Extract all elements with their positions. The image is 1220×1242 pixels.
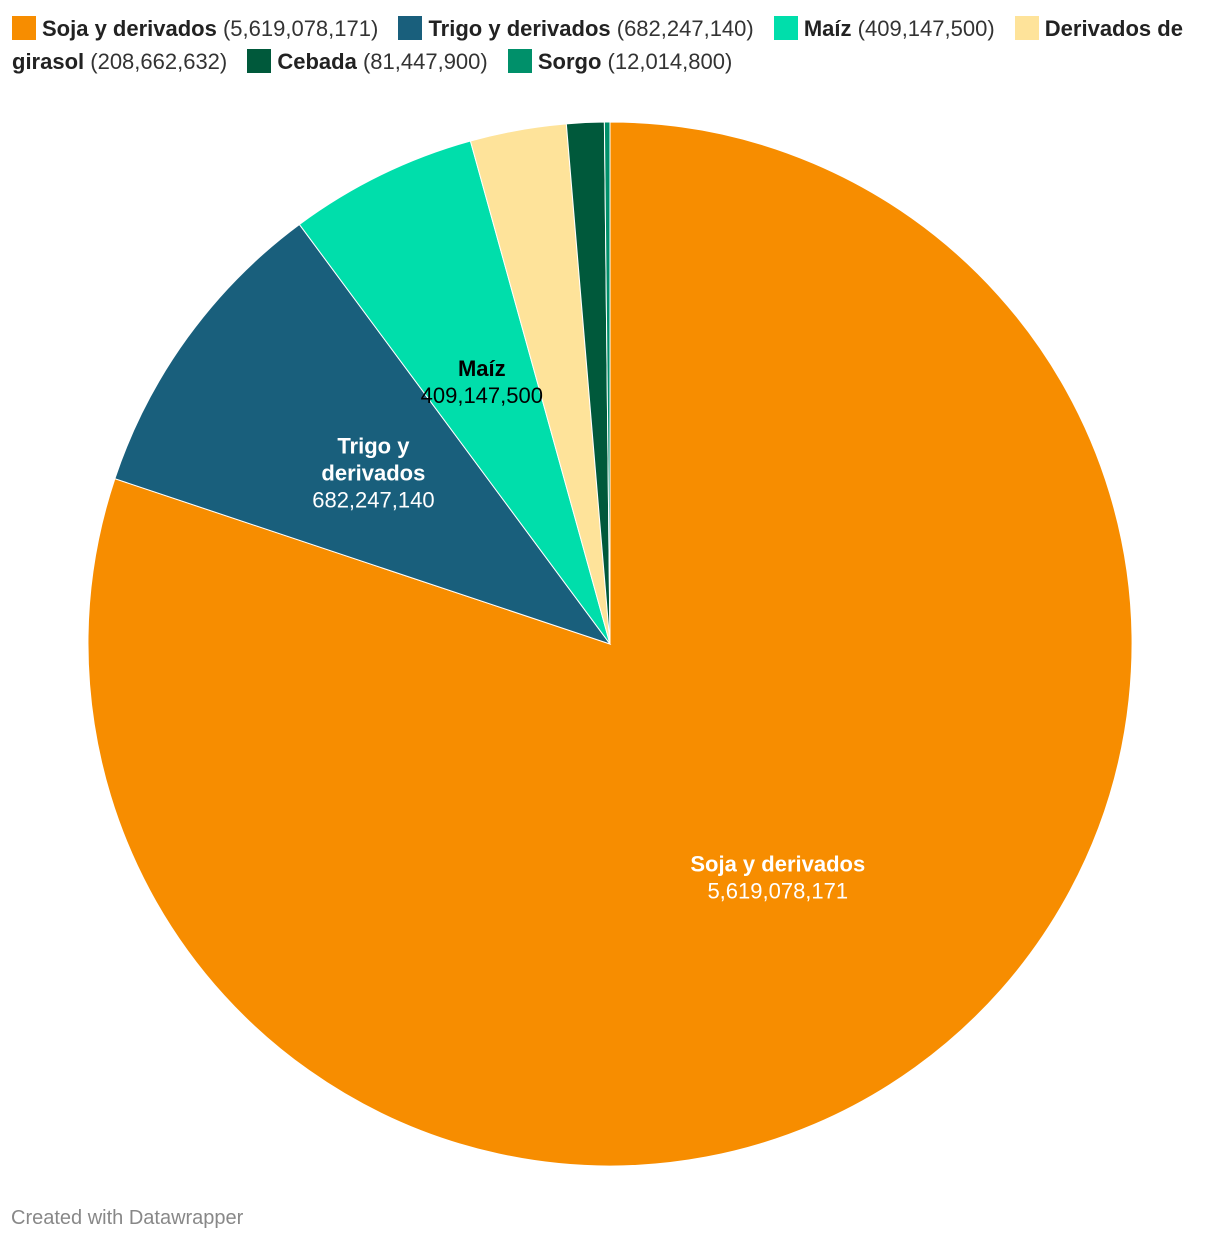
slice-label: Soja y derivados xyxy=(690,851,865,876)
legend-value: (208,662,632) xyxy=(84,49,228,74)
legend-swatch xyxy=(1014,16,1039,40)
legend-item: Trigo y derivados (682,247,140) xyxy=(398,16,754,41)
pie-slice[interactable] xyxy=(298,140,611,645)
legend-swatch xyxy=(247,49,272,73)
legend-value: (81,447,900) xyxy=(356,49,488,74)
legend-value: (409,147,500) xyxy=(851,16,995,41)
legend-label: Soja y derivados xyxy=(42,16,217,41)
pie-slice[interactable] xyxy=(603,121,611,645)
pie-slice[interactable] xyxy=(114,223,612,645)
slice-label: Maíz xyxy=(458,356,506,381)
pie-slice[interactable] xyxy=(87,121,1133,1167)
legend-value: (682,247,140) xyxy=(610,16,754,41)
legend-swatch xyxy=(773,16,798,40)
legend-value: (5,619,078,171) xyxy=(216,16,379,41)
legend-label: Derivados de girasol xyxy=(12,16,1183,74)
legend-label: Trigo y derivados xyxy=(428,16,611,41)
slice-value-label: 5,619,078,171 xyxy=(707,878,848,903)
legend-item: Cebada (81,447,900) xyxy=(247,49,488,74)
legend-value: (12,014,800) xyxy=(601,49,733,74)
legend-label: Maíz xyxy=(803,16,852,41)
legend-item: Sorgo (12,014,800) xyxy=(507,49,733,74)
legend-label: Sorgo xyxy=(537,49,602,74)
slice-label: Trigo y xyxy=(337,433,410,458)
chart-legend: Soja y derivados (5,619,078,171) Trigo y… xyxy=(12,12,1212,78)
slice-label: derivados xyxy=(321,460,425,485)
legend-item: Soja y derivados (5,619,078,171) xyxy=(12,16,378,41)
legend-swatch xyxy=(12,16,36,40)
legend-label: Cebada xyxy=(277,49,357,74)
slice-value-label: 682,247,140 xyxy=(312,487,434,512)
slice-value-label: 409,147,500 xyxy=(421,383,543,408)
legend-item: Derivados de girasol (208,662,632) xyxy=(12,16,1183,74)
legend-swatch xyxy=(507,49,532,73)
footer-credit[interactable]: Created with Datawrapper xyxy=(11,1207,244,1229)
legend-item: Maíz (409,147,500) xyxy=(773,16,995,41)
legend-swatch xyxy=(398,16,423,40)
